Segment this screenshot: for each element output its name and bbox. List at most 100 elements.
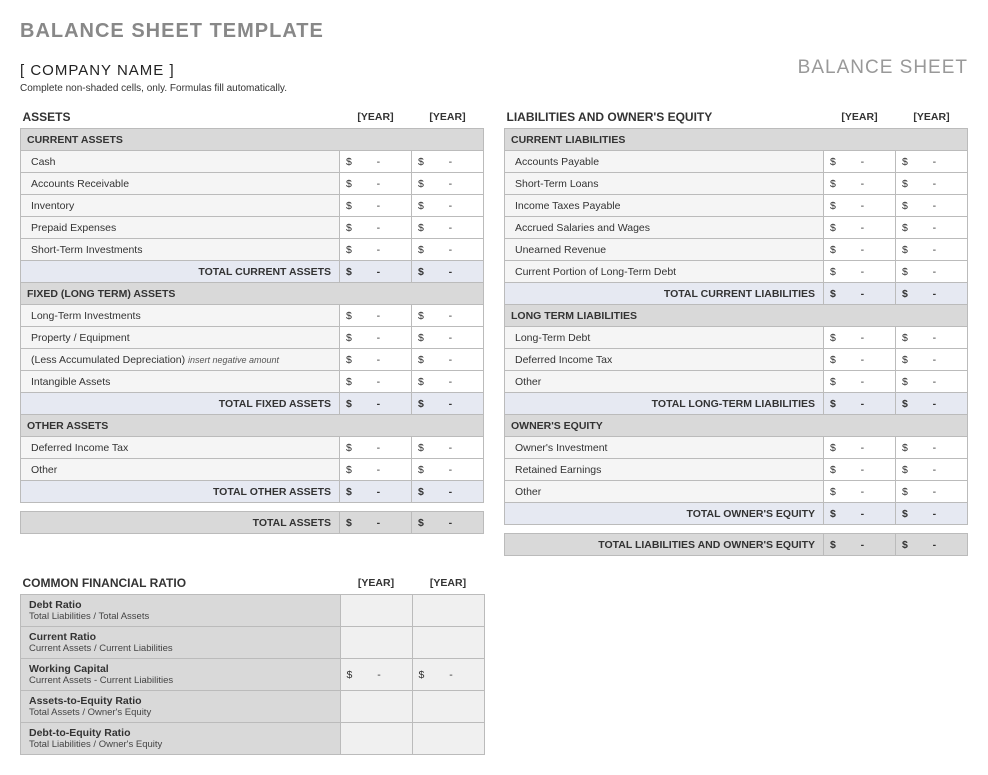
value-cell[interactable]: $-: [896, 217, 968, 239]
ratio-row: Debt-to-Equity Ratio Total Liabilities /…: [21, 723, 485, 755]
value-cell[interactable]: [340, 723, 412, 755]
value-cell[interactable]: $-: [824, 437, 896, 459]
value-cell[interactable]: $-: [340, 327, 412, 349]
value-cell[interactable]: $-: [412, 437, 484, 459]
value-cell[interactable]: $-: [896, 173, 968, 195]
value-cell[interactable]: $-: [824, 349, 896, 371]
value-cell[interactable]: $-: [896, 393, 968, 415]
value-cell[interactable]: $-: [824, 481, 896, 503]
line-label: Other: [505, 371, 824, 393]
value-cell[interactable]: $-: [340, 659, 412, 691]
year-header: [YEAR]: [824, 104, 896, 129]
value-cell[interactable]: $-: [412, 217, 484, 239]
value-cell[interactable]: $-: [412, 327, 484, 349]
section-header: LIABILITIES AND OWNER'S EQUITY [YEAR] [Y…: [505, 104, 968, 129]
value-cell[interactable]: $-: [412, 195, 484, 217]
line-label: Intangible Assets: [21, 371, 340, 393]
value-cell[interactable]: $-: [824, 459, 896, 481]
value-cell[interactable]: $-: [340, 393, 412, 415]
value-cell[interactable]: $-: [896, 459, 968, 481]
value-cell[interactable]: $-: [340, 349, 412, 371]
value-cell[interactable]: $-: [412, 393, 484, 415]
value-cell[interactable]: $-: [340, 217, 412, 239]
value-cell[interactable]: $-: [412, 151, 484, 173]
value-cell[interactable]: $-: [340, 371, 412, 393]
value-cell[interactable]: $-: [412, 512, 484, 534]
ratio-label: Debt-to-Equity Ratio Total Liabilities /…: [21, 723, 341, 755]
year-header: [YEAR]: [412, 570, 484, 595]
value-cell[interactable]: $-: [896, 195, 968, 217]
subsection-header: LONG TERM LIABILITIES: [505, 305, 968, 327]
ratio-row: Assets-to-Equity Ratio Total Assets / Ow…: [21, 691, 485, 723]
value-cell[interactable]: $-: [824, 327, 896, 349]
line-label: Retained Earnings: [505, 459, 824, 481]
ratio-label: Working Capital Current Assets - Current…: [21, 659, 341, 691]
line-item: Deferred Income Tax $-$-: [505, 349, 968, 371]
value-cell[interactable]: $-: [824, 534, 896, 556]
year-header: [YEAR]: [340, 104, 412, 129]
value-cell[interactable]: $-: [824, 239, 896, 261]
value-cell[interactable]: $-: [412, 349, 484, 371]
line-item: Other $-$-: [505, 481, 968, 503]
value-cell[interactable]: $-: [340, 173, 412, 195]
ratio-header: COMMON FINANCIAL RATIO [YEAR] [YEAR]: [21, 570, 485, 595]
value-cell[interactable]: $-: [340, 459, 412, 481]
value-cell[interactable]: [412, 595, 484, 627]
value-cell[interactable]: $-: [896, 327, 968, 349]
line-label: Short-Term Investments: [21, 239, 340, 261]
subtotal-row: TOTAL OWNER'S EQUITY $-$-: [505, 503, 968, 525]
value-cell[interactable]: $-: [340, 261, 412, 283]
value-cell[interactable]: $-: [340, 512, 412, 534]
value-cell[interactable]: [412, 691, 484, 723]
value-cell[interactable]: $-: [412, 305, 484, 327]
value-cell[interactable]: [340, 691, 412, 723]
subsection-header: CURRENT ASSETS: [21, 129, 484, 151]
value-cell[interactable]: $-: [896, 534, 968, 556]
value-cell[interactable]: $-: [896, 371, 968, 393]
value-cell[interactable]: $-: [824, 503, 896, 525]
value-cell[interactable]: $-: [824, 261, 896, 283]
value-cell[interactable]: $-: [412, 459, 484, 481]
value-cell[interactable]: $-: [896, 151, 968, 173]
value-cell[interactable]: $-: [412, 261, 484, 283]
value-cell[interactable]: $-: [896, 283, 968, 305]
value-cell[interactable]: $-: [824, 195, 896, 217]
value-cell[interactable]: $-: [896, 261, 968, 283]
ratio-label: Debt Ratio Total Liabilities / Total Ass…: [21, 595, 341, 627]
value-cell[interactable]: $-: [340, 305, 412, 327]
value-cell[interactable]: $-: [340, 195, 412, 217]
line-item: (Less Accumulated Depreciation) insert n…: [21, 349, 484, 371]
value-cell[interactable]: [340, 595, 412, 627]
line-item: Owner's Investment $-$-: [505, 437, 968, 459]
value-cell[interactable]: $-: [340, 481, 412, 503]
value-cell[interactable]: [412, 627, 484, 659]
value-cell[interactable]: $-: [412, 481, 484, 503]
value-cell[interactable]: $-: [824, 371, 896, 393]
value-cell[interactable]: $-: [896, 503, 968, 525]
value-cell[interactable]: $-: [340, 151, 412, 173]
value-cell[interactable]: $-: [824, 393, 896, 415]
value-cell[interactable]: $-: [824, 151, 896, 173]
company-name[interactable]: [ COMPANY NAME ]: [20, 62, 175, 79]
value-cell[interactable]: $-: [412, 371, 484, 393]
value-cell[interactable]: $-: [412, 173, 484, 195]
subtotal-row: TOTAL FIXED ASSETS $-$-: [21, 393, 484, 415]
value-cell[interactable]: $-: [896, 239, 968, 261]
value-cell[interactable]: [340, 627, 412, 659]
value-cell[interactable]: $-: [340, 239, 412, 261]
line-label: Long-Term Investments: [21, 305, 340, 327]
value-cell[interactable]: $-: [896, 349, 968, 371]
value-cell[interactable]: [412, 723, 484, 755]
value-cell[interactable]: $-: [412, 659, 484, 691]
value-cell[interactable]: $-: [896, 481, 968, 503]
line-label: Current Portion of Long-Term Debt: [505, 261, 824, 283]
line-item: Cash $-$-: [21, 151, 484, 173]
value-cell[interactable]: $-: [824, 283, 896, 305]
value-cell[interactable]: $-: [824, 217, 896, 239]
year-header: [YEAR]: [340, 570, 412, 595]
value-cell[interactable]: $-: [896, 437, 968, 459]
line-label: Deferred Income Tax: [21, 437, 340, 459]
value-cell[interactable]: $-: [824, 173, 896, 195]
value-cell[interactable]: $-: [412, 239, 484, 261]
value-cell[interactable]: $-: [340, 437, 412, 459]
